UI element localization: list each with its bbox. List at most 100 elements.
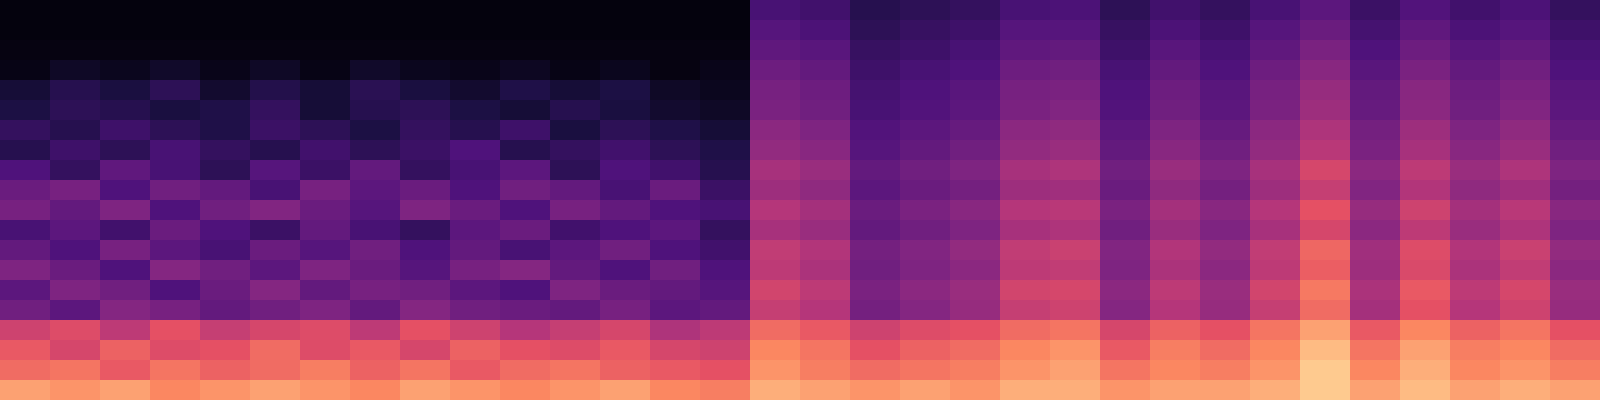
cell <box>350 0 401 21</box>
cell <box>450 320 501 341</box>
cell <box>250 20 301 41</box>
cell <box>1000 180 1051 201</box>
cell <box>300 300 351 321</box>
cell <box>200 40 251 61</box>
cell <box>250 100 301 121</box>
cell <box>1200 80 1251 101</box>
cell <box>50 240 101 261</box>
cell <box>1250 140 1301 161</box>
cell <box>150 140 201 161</box>
cell <box>900 240 951 261</box>
cell <box>850 160 901 181</box>
cell <box>350 20 401 41</box>
cell <box>750 160 801 181</box>
cell <box>900 60 951 81</box>
cell <box>400 300 451 321</box>
cell <box>1000 380 1051 400</box>
cell <box>250 220 301 241</box>
cell <box>550 100 601 121</box>
cell <box>200 120 251 141</box>
cell <box>1200 140 1251 161</box>
cell <box>400 100 451 121</box>
cell <box>1050 380 1101 400</box>
cell <box>300 340 351 361</box>
cell <box>1450 160 1501 181</box>
cell <box>150 100 201 121</box>
cell <box>550 220 601 241</box>
cell <box>450 20 501 41</box>
cell <box>200 200 251 221</box>
cell <box>500 20 551 41</box>
cell <box>350 340 401 361</box>
cell <box>1000 0 1051 21</box>
cell <box>1550 0 1600 21</box>
cell <box>200 280 251 301</box>
cell <box>100 80 151 101</box>
cell <box>300 380 351 400</box>
cell <box>1250 220 1301 241</box>
cell <box>1050 100 1101 121</box>
cell <box>950 340 1001 361</box>
cell <box>700 220 751 241</box>
cell <box>0 40 51 61</box>
cell <box>1050 260 1101 281</box>
cell <box>0 100 51 121</box>
cell <box>450 180 501 201</box>
cell <box>1200 380 1251 400</box>
cell <box>150 300 201 321</box>
cell <box>1200 120 1251 141</box>
cell <box>50 180 101 201</box>
cell <box>800 280 851 301</box>
cell <box>1300 120 1351 141</box>
cell <box>1250 340 1301 361</box>
cell <box>250 200 301 221</box>
cell <box>500 380 551 400</box>
cell <box>850 100 901 121</box>
cell <box>200 260 251 281</box>
cell <box>1100 60 1151 81</box>
cell <box>0 320 51 341</box>
cell <box>1200 360 1251 381</box>
cell <box>1150 100 1201 121</box>
cell <box>1350 240 1401 261</box>
cell <box>1250 0 1301 21</box>
cell <box>700 0 751 21</box>
cell <box>50 100 101 121</box>
cell <box>300 180 351 201</box>
cell <box>150 20 201 41</box>
cell <box>500 360 551 381</box>
cell <box>400 380 451 400</box>
cell <box>300 160 351 181</box>
cell <box>250 0 301 21</box>
cell <box>1300 60 1351 81</box>
cell <box>1500 180 1551 201</box>
cell <box>50 140 101 161</box>
cell <box>1150 180 1201 201</box>
cell <box>700 260 751 281</box>
cell <box>1500 200 1551 221</box>
cell <box>1400 120 1451 141</box>
cell <box>950 260 1001 281</box>
cell <box>1350 200 1401 221</box>
cell <box>450 380 501 400</box>
cell <box>850 200 901 221</box>
cell <box>0 340 51 361</box>
cell <box>1500 160 1551 181</box>
cell <box>1050 360 1101 381</box>
cell <box>300 220 351 241</box>
cell <box>450 280 501 301</box>
cell <box>200 340 251 361</box>
cell <box>700 300 751 321</box>
cell <box>700 340 751 361</box>
cell <box>850 140 901 161</box>
cell <box>1000 120 1051 141</box>
cell <box>1250 40 1301 61</box>
cell <box>1350 80 1401 101</box>
cell <box>100 360 151 381</box>
cell <box>1250 120 1301 141</box>
cell <box>1450 100 1501 121</box>
cell <box>200 380 251 400</box>
cell <box>50 20 101 41</box>
cell <box>400 120 451 141</box>
cell <box>700 280 751 301</box>
